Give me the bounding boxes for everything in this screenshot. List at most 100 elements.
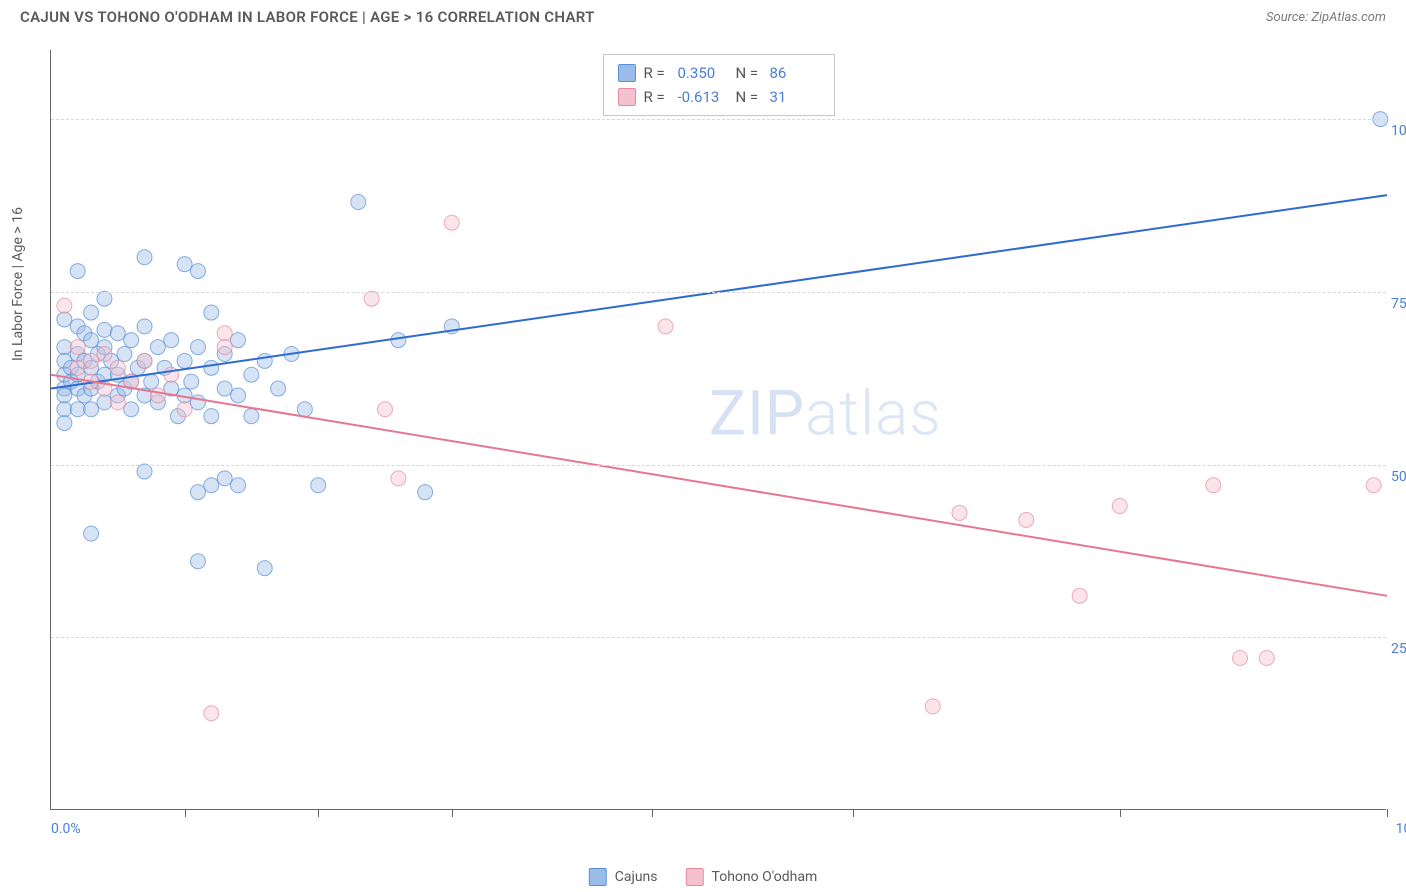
stats-r-value: -0.613 <box>678 85 728 109</box>
scatter-point <box>124 402 139 417</box>
scatter-point <box>57 402 72 417</box>
scatter-point <box>1072 588 1087 603</box>
scatter-point <box>190 485 205 500</box>
scatter-point <box>1366 478 1381 493</box>
gridline <box>51 292 1386 293</box>
scatter-point <box>117 347 132 362</box>
scatter-point <box>70 264 85 279</box>
scatter-point <box>231 388 246 403</box>
scatter-point <box>204 706 219 721</box>
scatter-point <box>57 340 72 355</box>
scatter-point <box>84 526 99 541</box>
scatter-point <box>190 264 205 279</box>
x-tick <box>652 809 653 817</box>
chart-plot-area: ZIPatlas R = 0.350 N = 86 R = -0.613 N =… <box>50 50 1386 810</box>
scatter-point <box>351 195 366 210</box>
swatch-icon <box>686 868 704 886</box>
scatter-point <box>84 353 99 368</box>
scatter-point <box>204 409 219 424</box>
scatter-point <box>297 402 312 417</box>
scatter-point <box>110 395 125 410</box>
scatter-point <box>217 340 232 355</box>
scatter-point <box>311 478 326 493</box>
stats-row-cajuns: R = 0.350 N = 86 <box>618 61 820 85</box>
scatter-point <box>177 257 192 272</box>
scatter-point <box>190 554 205 569</box>
scatter-point <box>137 250 152 265</box>
stats-r-label: R = <box>644 85 670 109</box>
legend-item-tohono: Tohono O'odham <box>686 868 818 886</box>
scatter-point <box>124 333 139 348</box>
scatter-point <box>84 402 99 417</box>
scatter-point <box>137 319 152 334</box>
stats-row-tohono: R = -0.613 N = 31 <box>618 85 820 109</box>
stats-n-value: 31 <box>770 85 820 109</box>
scatter-point <box>84 333 99 348</box>
scatter-point <box>97 395 112 410</box>
scatter-point <box>1233 651 1248 666</box>
scatter-point <box>190 340 205 355</box>
x-axis-max-label: 100.0% <box>1396 821 1406 837</box>
scatter-point <box>925 699 940 714</box>
scatter-point <box>150 340 165 355</box>
scatter-point <box>57 416 72 431</box>
x-tick <box>853 809 854 817</box>
scatter-point <box>444 215 459 230</box>
chart-source: Source: ZipAtlas.com <box>1266 10 1386 25</box>
scatter-point <box>244 367 259 382</box>
stats-r-label: R = <box>644 61 670 85</box>
legend-label: Tohono O'odham <box>712 869 818 885</box>
x-axis-min-label: 0.0% <box>51 821 81 837</box>
scatter-point <box>231 333 246 348</box>
scatter-point <box>164 333 179 348</box>
scatter-point <box>204 478 219 493</box>
scatter-svg <box>51 50 1386 809</box>
y-tick-label: 50.0% <box>1391 469 1406 485</box>
scatter-point <box>137 464 152 479</box>
scatter-point <box>257 561 272 576</box>
scatter-point <box>177 353 192 368</box>
stats-n-label: N = <box>736 85 762 109</box>
scatter-point <box>244 409 259 424</box>
scatter-point <box>190 395 205 410</box>
x-tick <box>1387 809 1388 817</box>
scatter-point <box>952 505 967 520</box>
scatter-point <box>378 402 393 417</box>
scatter-point <box>418 485 433 500</box>
scatter-point <box>84 305 99 320</box>
x-tick <box>1120 809 1121 817</box>
x-tick <box>452 809 453 817</box>
scatter-point <box>391 471 406 486</box>
trend-line <box>51 375 1387 596</box>
scatter-point <box>97 347 112 362</box>
scatter-point <box>217 471 232 486</box>
scatter-point <box>1019 512 1034 527</box>
x-tick <box>185 809 186 817</box>
scatter-point <box>1259 651 1274 666</box>
scatter-point <box>217 326 232 341</box>
scatter-point <box>110 326 125 341</box>
chart-legend: Cajuns Tohono O'odham <box>589 868 817 886</box>
chart-title: CAJUN VS TOHONO O'ODHAM IN LABOR FORCE |… <box>20 8 595 26</box>
chart-header: CAJUN VS TOHONO O'ODHAM IN LABOR FORCE |… <box>0 0 1406 30</box>
stats-n-value: 86 <box>770 61 820 85</box>
scatter-point <box>97 322 112 337</box>
swatch-icon <box>618 88 636 106</box>
scatter-point <box>204 360 219 375</box>
x-tick <box>318 809 319 817</box>
scatter-point <box>57 298 72 313</box>
stats-n-label: N = <box>736 61 762 85</box>
scatter-point <box>57 312 72 327</box>
stats-r-value: 0.350 <box>678 61 728 85</box>
scatter-point <box>57 388 72 403</box>
scatter-point <box>1206 478 1221 493</box>
scatter-point <box>257 353 272 368</box>
legend-label: Cajuns <box>615 869 658 885</box>
legend-item-cajuns: Cajuns <box>589 868 658 886</box>
scatter-point <box>391 333 406 348</box>
scatter-point <box>217 381 232 396</box>
gridline <box>51 637 1386 638</box>
y-tick-label: 100.0% <box>1391 123 1406 139</box>
scatter-point <box>144 374 159 389</box>
scatter-point <box>70 360 85 375</box>
